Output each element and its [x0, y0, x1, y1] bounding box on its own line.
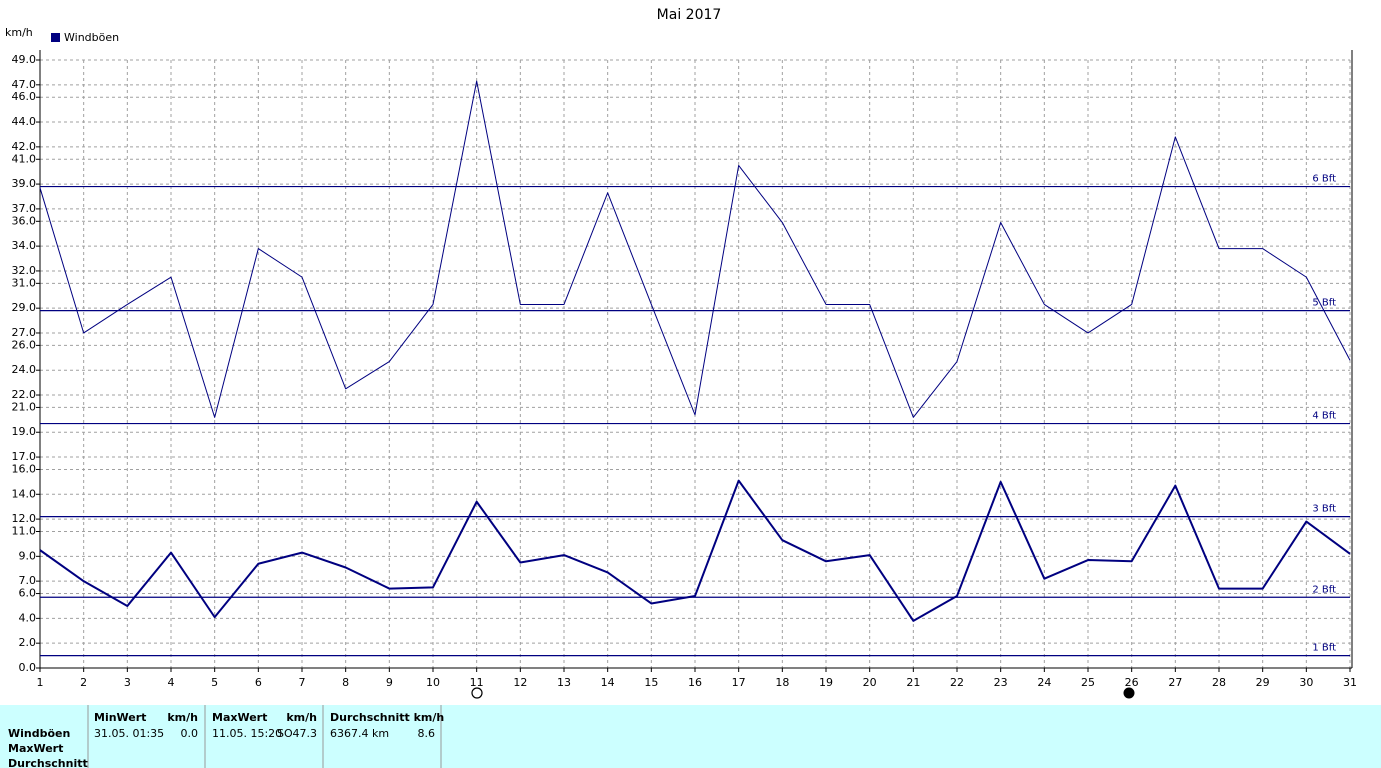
col-header: Durchschnitt km/h	[330, 711, 444, 724]
y-tick-label: 26.0	[12, 338, 37, 351]
y-tick-label: 29.0	[12, 301, 37, 314]
stats-background	[0, 705, 1381, 768]
x-tick-label: 9	[386, 676, 393, 689]
new-moon-icon	[1123, 687, 1135, 699]
y-tick-label: 41.0	[12, 152, 37, 165]
x-tick-label: 18	[775, 676, 789, 689]
stats-table: Windböen MaxWert Durchschnitt MinWert km…	[0, 705, 1381, 768]
max-date: 11.05. 15:20	[212, 727, 282, 740]
x-tick-label: 13	[557, 676, 571, 689]
x-tick-label: 14	[601, 676, 615, 689]
y-tick-label: 36.0	[12, 214, 37, 227]
series-line	[39, 479, 1351, 622]
chart-title: Mai 2017	[657, 7, 722, 23]
x-tick-label: 30	[1299, 676, 1313, 689]
y-tick-label: 4.0	[19, 611, 37, 624]
x-tick-label: 3	[124, 676, 131, 689]
x-tick-label: 11	[470, 676, 484, 689]
y-tick-label: 14.0	[12, 487, 37, 500]
legend-swatch	[51, 33, 60, 42]
y-tick-label: 2.0	[19, 636, 37, 649]
y-tick-label: 6.0	[19, 587, 37, 600]
y-tick-label: 37.0	[12, 202, 37, 215]
x-tick-label: 8	[342, 676, 349, 689]
x-tick-label: 1	[37, 676, 44, 689]
y-tick-label: 9.0	[19, 549, 37, 562]
bft-label: 3 Bft	[1312, 504, 1336, 515]
y-tick-label: 24.0	[12, 363, 37, 376]
x-tick-label: 6	[255, 676, 262, 689]
bft-label: 2 Bft	[1312, 584, 1336, 595]
x-tick-label: 7	[299, 676, 306, 689]
y-axis-label: km/h	[5, 26, 33, 39]
avg-distance: 6367.4 km	[330, 727, 389, 740]
y-tick-label: 19.0	[12, 425, 37, 438]
col-unit: km/h	[286, 711, 317, 724]
y-tick-label: 44.0	[12, 115, 37, 128]
x-tick-label: 21	[906, 676, 920, 689]
series-line	[39, 80, 1351, 418]
bft-label: 6 Bft	[1312, 174, 1336, 185]
y-tick-label: 42.0	[12, 140, 37, 153]
legend-label: Windböen	[64, 31, 119, 44]
y-tick-label: 16.0	[12, 462, 37, 475]
y-tick-label: 31.0	[12, 276, 37, 289]
bft-label: 4 Bft	[1312, 411, 1336, 422]
x-tick-label: 31	[1343, 676, 1357, 689]
y-tick-label: 11.0	[12, 525, 37, 538]
x-tick-label: 29	[1256, 676, 1270, 689]
x-tick-label: 27	[1168, 676, 1182, 689]
x-tick-label: 17	[732, 676, 746, 689]
y-tick-label: 17.0	[12, 450, 37, 463]
row-label: Durchschnitt	[8, 757, 88, 768]
y-tick-label: 22.0	[12, 388, 37, 401]
y-tick-label: 39.0	[12, 177, 37, 190]
x-tick-label: 22	[950, 676, 964, 689]
bft-label: 5 Bft	[1312, 298, 1336, 309]
min-value: 0.0	[181, 727, 199, 740]
avg-value: 8.6	[418, 727, 436, 740]
col-unit: km/h	[167, 711, 198, 724]
y-tick-label: 21.0	[12, 400, 37, 413]
y-tick-label: 46.0	[12, 90, 37, 103]
y-tick-label: 12.0	[12, 512, 37, 525]
x-tick-label: 25	[1081, 676, 1095, 689]
y-tick-label: 27.0	[12, 326, 37, 339]
x-tick-label: 19	[819, 676, 833, 689]
y-tick-label: 32.0	[12, 264, 37, 277]
y-tick-label: 49.0	[12, 53, 37, 66]
x-tick-label: 26	[1125, 676, 1139, 689]
col-header: MinWert	[94, 711, 146, 724]
x-tick-label: 4	[168, 676, 175, 689]
max-dir: SO	[277, 727, 293, 740]
x-tick-label: 16	[688, 676, 702, 689]
x-tick-label: 5	[211, 676, 218, 689]
max-value: 47.3	[293, 727, 318, 740]
bft-label: 1 Bft	[1312, 643, 1336, 654]
min-date: 31.05. 01:35	[94, 727, 164, 740]
x-tick-label: 23	[994, 676, 1008, 689]
col-header: MaxWert	[212, 711, 267, 724]
x-tick-label: 10	[426, 676, 440, 689]
y-tick-label: 47.0	[12, 78, 37, 91]
x-tick-label: 15	[644, 676, 658, 689]
y-tick-label: 7.0	[19, 574, 37, 587]
y-tick-label: 0.0	[19, 661, 37, 674]
x-tick-label: 12	[513, 676, 527, 689]
row-label: Windböen	[8, 727, 70, 740]
x-tick-label: 20	[863, 676, 877, 689]
x-tick-label: 24	[1037, 676, 1051, 689]
full-moon-icon	[471, 687, 483, 699]
row-label: MaxWert	[8, 742, 63, 755]
x-tick-label: 2	[80, 676, 87, 689]
x-tick-label: 28	[1212, 676, 1226, 689]
plot-area: 0.02.04.06.07.09.011.012.014.016.017.019…	[12, 50, 1357, 689]
y-tick-label: 34.0	[12, 239, 37, 252]
